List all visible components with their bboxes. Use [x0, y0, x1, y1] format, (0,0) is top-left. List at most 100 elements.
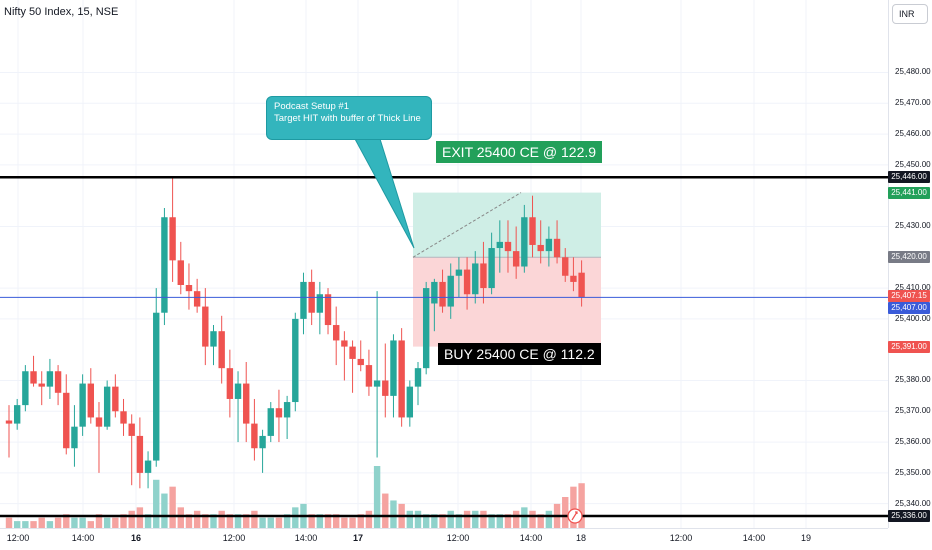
volume-bar	[210, 514, 217, 528]
candle-body	[63, 392, 70, 449]
candle-body	[283, 402, 291, 418]
exit-label[interactable]: EXIT 25400 CE @ 122.9	[436, 141, 603, 163]
candle-body	[521, 217, 528, 267]
volume-bar	[30, 521, 37, 528]
volume-bar	[144, 514, 152, 528]
currency-button[interactable]: INR	[892, 4, 928, 24]
candle-body	[431, 281, 438, 304]
x-tick-label: 14:00	[294, 533, 318, 543]
candle-body	[365, 365, 373, 387]
volume-bar	[333, 514, 340, 528]
volume-bar	[308, 514, 315, 528]
volume-bar	[357, 514, 364, 528]
candle-body	[153, 312, 160, 461]
volume-bar	[103, 517, 111, 528]
volume-bar	[243, 514, 250, 528]
volume-bar	[537, 514, 544, 528]
candle-body	[512, 251, 520, 267]
candle-body	[537, 244, 544, 252]
volume-bar	[390, 500, 397, 528]
chart-title: Nifty 50 Index, 15, NSE	[4, 6, 119, 18]
candle-body	[30, 371, 37, 384]
candle-body	[79, 383, 86, 427]
volume-bar	[455, 514, 463, 528]
volume-bar	[504, 514, 512, 528]
x-tick-label: 12:00	[222, 533, 246, 543]
volume-bar	[472, 510, 479, 528]
y-tick-label: 25,360.00	[895, 437, 931, 447]
callout-line-2: Target HIT with buffer of Thick Line	[274, 113, 421, 124]
volume-bar	[54, 517, 62, 528]
candle-body	[193, 291, 201, 307]
candle-body	[447, 275, 454, 307]
volume-bar	[463, 510, 471, 528]
candle-body	[390, 340, 397, 396]
volume-bar	[324, 514, 332, 528]
volume-bar	[177, 507, 184, 528]
volume-bar	[259, 517, 266, 528]
volume-bar	[136, 507, 144, 528]
volume-bar	[226, 514, 234, 528]
volume-bar	[283, 514, 291, 528]
x-tick-label: 14:00	[71, 533, 95, 543]
candle-body	[578, 272, 585, 298]
alert-icon-glyph	[571, 511, 578, 521]
candle-body	[398, 340, 405, 418]
y-tick-label: 25,410.00	[895, 283, 931, 293]
volume-bar	[406, 510, 414, 528]
candle-body	[357, 358, 364, 366]
price-tag: 25,391.00	[888, 340, 930, 353]
candle-body	[144, 460, 152, 473]
candle-body	[349, 346, 356, 359]
position-path	[412, 192, 522, 258]
candle-body	[103, 386, 111, 427]
callout-note[interactable]: Podcast Setup #1 Target HIT with buffer …	[266, 96, 432, 140]
candle-body	[562, 257, 569, 276]
price-tag: 25,407.15	[888, 289, 930, 302]
candle-body	[5, 420, 13, 424]
candle-body	[439, 281, 446, 307]
x-tick-label: 14:00	[519, 533, 543, 543]
volume-bar	[422, 514, 430, 528]
candle-body	[136, 435, 144, 473]
x-tick-label: 14:00	[742, 533, 766, 543]
candle-body	[128, 423, 135, 436]
candle-body	[185, 285, 193, 292]
x-tick-label: 18	[575, 533, 587, 543]
candle-body	[570, 275, 577, 282]
buy-label[interactable]: BUY 25400 CE @ 112.2	[438, 343, 601, 365]
candle-body	[472, 263, 479, 295]
volume-bar	[218, 510, 225, 528]
candle-body	[177, 260, 184, 285]
candle-body	[292, 318, 299, 403]
volume-bar	[562, 497, 569, 528]
candle-body	[480, 263, 487, 289]
candle-body	[414, 368, 422, 387]
volume-bar	[46, 521, 54, 528]
y-tick-label: 25,470.00	[895, 98, 931, 108]
volume-bar	[521, 507, 528, 528]
y-tick-label: 25,430.00	[895, 221, 931, 231]
candle-body	[422, 288, 430, 369]
y-tick-label: 25,460.00	[895, 129, 931, 139]
volume-bar	[5, 517, 13, 528]
price-tag: 25,407.00	[888, 302, 930, 315]
candle-body	[300, 281, 307, 319]
candle-body	[120, 411, 127, 424]
volume-bar	[267, 517, 274, 528]
candle-body	[87, 383, 94, 418]
volume-bar	[373, 466, 381, 528]
y-tick-label: 25,400.00	[895, 313, 931, 323]
volume-bar	[529, 510, 536, 528]
y-tick-label: 25,380.00	[895, 375, 931, 385]
volume-bar	[153, 479, 160, 528]
candle-body	[463, 269, 471, 295]
y-tick-label: 25,340.00	[895, 498, 931, 508]
x-tick-label: 12:00	[669, 533, 693, 543]
volume-bar	[488, 514, 495, 528]
candle-body	[161, 217, 168, 313]
candle-body	[275, 408, 283, 418]
candle-body	[202, 306, 209, 347]
candle-body	[455, 269, 463, 276]
